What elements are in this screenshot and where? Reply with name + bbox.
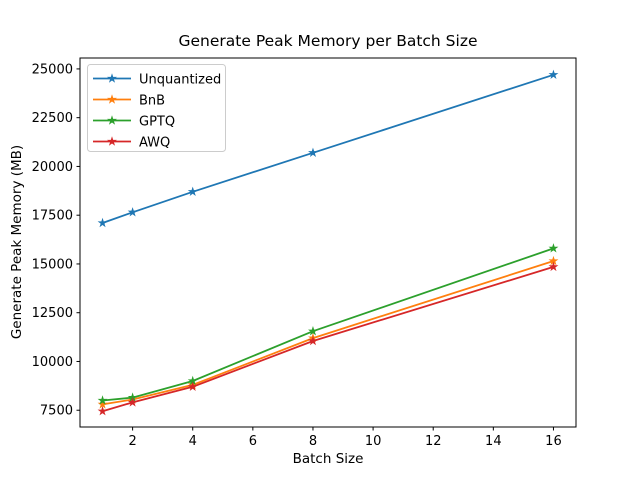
legend-label-bnb: BnB	[139, 93, 165, 108]
data-point-unquantized	[187, 186, 198, 196]
y-tick-label: 17500	[32, 209, 73, 224]
legend-marker-unquantized	[107, 73, 117, 83]
legend: Unquantized BnB GPTQ AWQ	[87, 64, 226, 152]
data-point-gptq	[187, 375, 198, 386]
x-tick-label: 14	[485, 434, 502, 449]
data-point-bnb	[548, 255, 559, 266]
data-point-gptq	[308, 326, 318, 336]
x-tick-label: 4	[189, 434, 197, 449]
series-plot	[97, 69, 559, 416]
axis-ticks: 2 4 6 8 10 12 14 16 7500 10000 12500 15000 17500 2000…	[32, 62, 562, 449]
data-point-awq	[97, 406, 108, 416]
legend-label-gptq: GPTQ	[139, 114, 175, 129]
y-tick-label: 12500	[32, 306, 73, 321]
data-point-awq	[127, 397, 138, 407]
legend-marker-awq	[107, 136, 117, 146]
data-point-gptq	[127, 392, 138, 402]
data-point-gptq	[97, 395, 108, 405]
chart-title: Generate Peak Memory per Batch Size	[179, 32, 478, 50]
x-tick-label: 8	[309, 434, 317, 449]
data-point-unquantized	[127, 207, 138, 217]
y-tick-label: 7500	[40, 404, 73, 419]
data-point-bnb	[97, 399, 108, 409]
series-line-gptq	[102, 247, 554, 402]
x-tick-label: 16	[545, 434, 562, 449]
y-tick-label: 25000	[32, 62, 73, 77]
series-line-bnb	[102, 260, 554, 406]
legend-label-awq: AWQ	[139, 135, 170, 150]
plot-border	[79, 57, 577, 428]
data-point-awq	[308, 335, 318, 346]
x-tick-label: 6	[249, 434, 257, 449]
y-tick-label: 10000	[32, 355, 73, 370]
y-tick-label: 22500	[32, 111, 73, 126]
data-point-unquantized	[97, 217, 108, 228]
data-point-awq	[548, 261, 559, 272]
legend-label-unquantized: Unquantized	[139, 72, 221, 87]
x-tick-label: 2	[128, 434, 136, 449]
data-point-awq	[187, 381, 198, 392]
legend-marker-bnb	[107, 94, 117, 104]
legend-marker-gptq	[107, 115, 117, 125]
y-tick-label: 20000	[32, 160, 73, 175]
y-tick-label: 15000	[32, 257, 73, 272]
x-tick-label: 10	[365, 434, 382, 449]
x-axis-label: Batch Size	[293, 451, 364, 467]
x-tick-label: 12	[425, 434, 442, 449]
data-point-unquantized	[548, 69, 559, 79]
y-axis-label: Generate Peak Memory (MB)	[9, 145, 25, 339]
data-point-gptq	[548, 243, 559, 253]
legend-box	[87, 64, 226, 152]
data-point-unquantized	[308, 147, 318, 157]
